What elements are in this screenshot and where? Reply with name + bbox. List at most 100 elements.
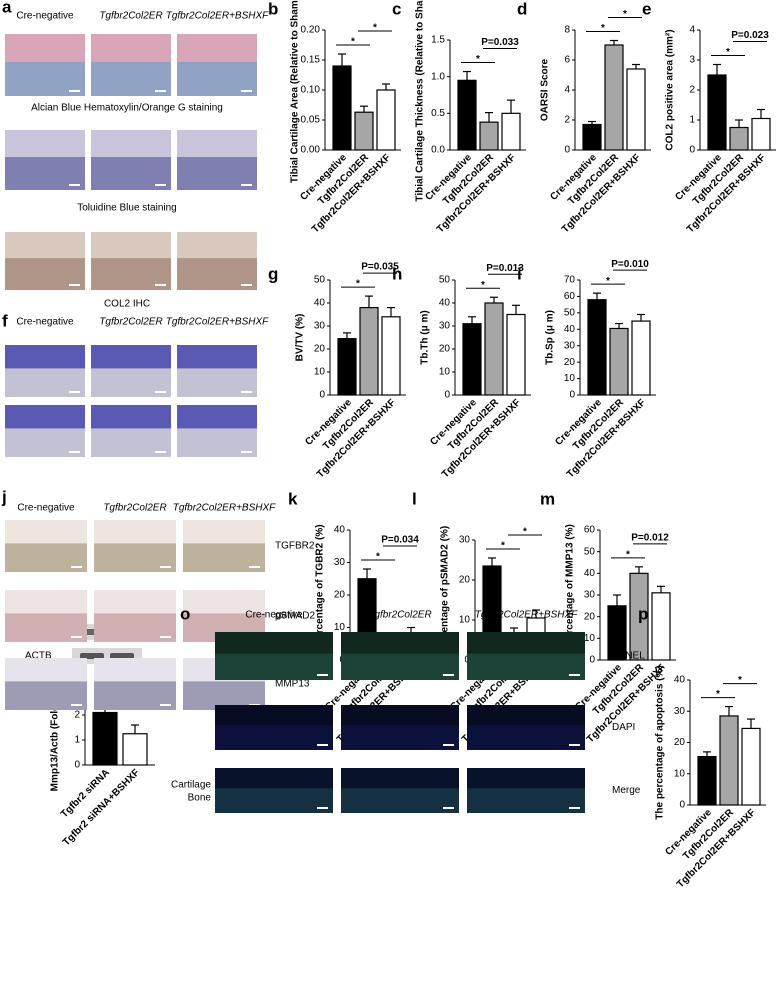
y-tick-label: 50 (314, 275, 326, 286)
significance-label: * (373, 23, 377, 34)
significance-label: * (376, 552, 380, 563)
bar (122, 733, 148, 766)
y-tick-label: 50 (564, 307, 576, 318)
micrograph-tissue (341, 653, 459, 680)
bar (651, 592, 671, 661)
bar (354, 111, 374, 151)
row-label: Merge (612, 785, 641, 796)
y-tick-label: 3 (689, 55, 695, 66)
micrograph-tissue (467, 725, 585, 750)
micrograph-tissue (215, 788, 333, 813)
row-label: TGFBR2 (275, 541, 315, 552)
y-axis-label: The percentage of pSMAD2 (%) (440, 526, 451, 674)
y-axis-label: Tibial Cartilage Area (Relative to Sham) (290, 0, 301, 183)
row-label: TUNEL (612, 651, 645, 662)
y-tick-label: 4 (564, 85, 570, 96)
bar (604, 44, 624, 151)
bar (587, 299, 607, 396)
blot-band (80, 653, 104, 659)
y-tick-label: 0.10 (301, 85, 321, 96)
column-header: Tgfbr2Col2ER+BSHXF (166, 11, 269, 22)
panel-label: e (642, 0, 651, 18)
y-tick-label: 60 (564, 291, 576, 302)
y-tick-label: 50 (584, 546, 596, 557)
y-tick-label: 30 (439, 321, 451, 332)
micrograph-tissue (215, 653, 333, 680)
y-tick-label: 10 (584, 633, 596, 644)
significance-label: P=0.033 (481, 37, 519, 48)
panel-label: m (540, 489, 555, 508)
bar (337, 338, 357, 396)
panel-label: c (392, 0, 401, 18)
bar (607, 605, 627, 661)
y-tick-label: 30 (314, 321, 326, 332)
y-tick-label: 1 (689, 115, 695, 126)
bar (462, 323, 482, 396)
y-tick-label: 8 (564, 25, 570, 36)
bar (707, 74, 727, 151)
bar (629, 572, 649, 661)
significance-label: P=0.035 (361, 262, 399, 273)
row-label: pSMAD2 (275, 611, 315, 622)
column-header: Tgfbr2Col2ER+BSHXF (166, 317, 269, 328)
column-header: Cre-negative (17, 503, 75, 514)
y-tick-label: 0 (589, 655, 595, 666)
y-tick-label: 10 (564, 373, 576, 384)
y-axis-label: Tb.Th (μ m) (420, 310, 431, 364)
bar (729, 126, 749, 151)
y-axis-label: Mmp13/Actb (Fold change) (50, 664, 61, 792)
y-axis-label: OARSI Score (540, 58, 551, 121)
caption: COL2 IHC (104, 299, 150, 310)
y-tick-label: 30 (564, 340, 576, 351)
panel-label: p (638, 604, 648, 623)
bar (376, 89, 396, 151)
y-tick-label: 1.5 (431, 35, 445, 46)
y-tick-label: 0 (444, 390, 450, 401)
y-tick-label: 10 (334, 622, 346, 633)
y-tick-label: 20 (459, 575, 471, 586)
bar (332, 65, 352, 151)
y-tick-label: 40 (674, 675, 686, 686)
y-tick-label: 40 (564, 324, 576, 335)
y-tick-label: 10 (459, 615, 471, 626)
column-header: Cre-negative (16, 11, 74, 22)
y-tick-label: 20 (334, 590, 346, 601)
panel-label: a (2, 0, 12, 16)
y-tick-label: 0.0 (431, 145, 445, 156)
column-header: Cre-negative (245, 610, 303, 621)
panel-label: o (180, 604, 190, 623)
bar (719, 715, 739, 806)
y-tick-label: 60 (584, 525, 596, 536)
bar (506, 313, 526, 396)
panel-label: h (392, 264, 402, 283)
y-tick-label: 0 (679, 800, 685, 811)
panel-label: i (517, 264, 522, 283)
significance-label: P=0.012 (631, 532, 669, 543)
bar (631, 320, 651, 396)
bar (626, 68, 646, 151)
significance-label: * (476, 54, 480, 65)
significance-label: * (623, 9, 627, 20)
bar (697, 755, 717, 806)
caption: Toluidine Blue staining (77, 203, 177, 214)
row-label: MMP13 (275, 679, 310, 690)
micrograph-tissue (341, 788, 459, 813)
y-tick-label: 2 (689, 85, 695, 96)
bar (359, 307, 379, 396)
panel-label: j (1, 487, 7, 506)
column-header: Tgfbr2Col2ER+BSHXF (173, 503, 276, 514)
y-tick-label: 20 (584, 611, 596, 622)
y-tick-label: 4 (689, 25, 695, 36)
panel-label: l (412, 489, 417, 508)
blot-band (110, 653, 134, 659)
y-tick-label: 1 (74, 735, 80, 746)
significance-label: * (738, 675, 742, 686)
significance-label: * (606, 276, 610, 287)
panel-label: f (2, 311, 8, 330)
y-tick-label: 20 (674, 737, 686, 748)
y-axis-label: Tibial Cartilage Thickness (Relative to … (415, 0, 426, 202)
significance-label: * (523, 527, 527, 538)
y-tick-label: 0 (74, 760, 80, 771)
bar (741, 727, 761, 806)
